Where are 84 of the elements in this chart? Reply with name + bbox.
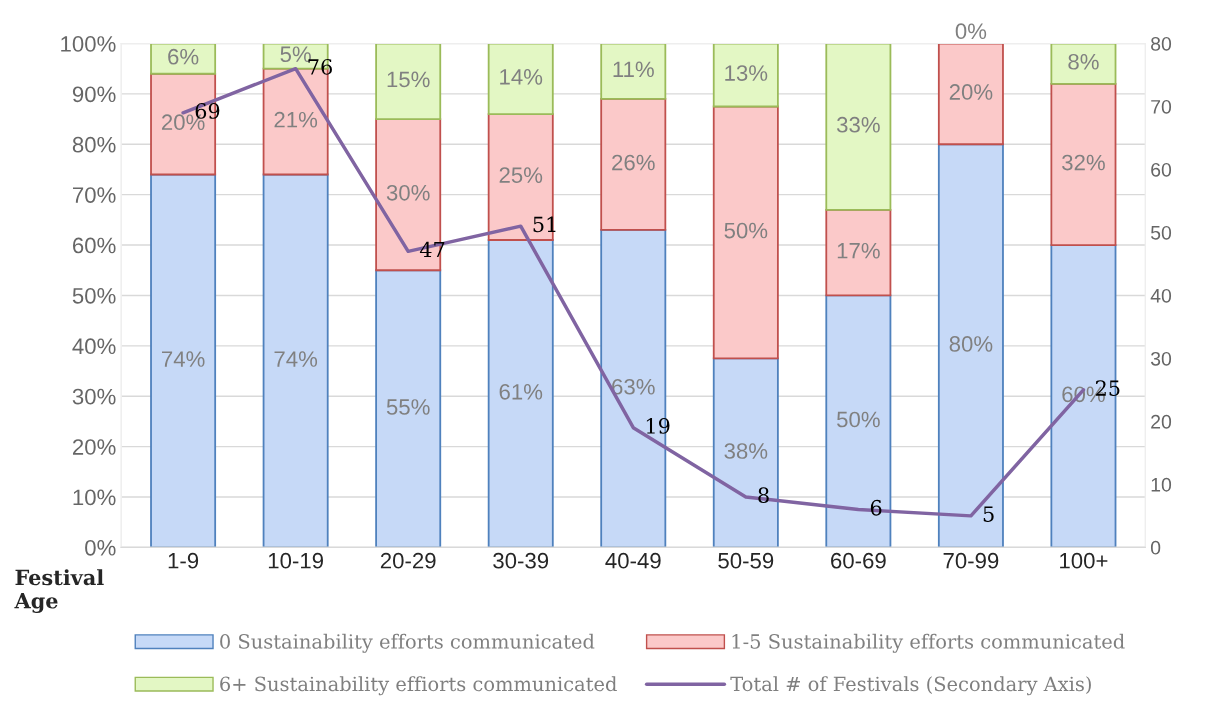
data-label: 25%	[499, 167, 543, 183]
data-label: 51	[533, 216, 556, 233]
y-tick-label: 80%	[72, 136, 116, 153]
data-label: 74%	[162, 351, 205, 367]
bar	[600, 43, 667, 100]
y-tick-label: 100%	[61, 36, 116, 52]
bar	[487, 239, 554, 548]
data-label: 55%	[386, 399, 430, 415]
data-label: 8	[758, 487, 769, 504]
data-label: 17%	[837, 242, 880, 259]
x-tick-label: 40-49	[605, 552, 661, 569]
bar	[1050, 82, 1117, 246]
legend-label: 6+ Sustainability effiorts communicated	[220, 676, 617, 696]
x-axis-title: Festival Age	[14, 569, 104, 613]
bar	[600, 98, 667, 231]
bar	[825, 294, 892, 548]
data-label: 74%	[274, 351, 318, 367]
y-tick-label: 40%	[72, 338, 116, 355]
data-label: 50%	[724, 222, 768, 239]
data-label: 47	[419, 241, 445, 258]
data-label: 20%	[949, 84, 993, 100]
data-label: 26%	[612, 154, 655, 171]
bar	[150, 43, 217, 75]
legend-label: 0 Sustainability efforts communicated	[220, 633, 595, 653]
y-tick-label: 30%	[72, 388, 116, 405]
bar	[937, 43, 1004, 146]
y2-tick-label: 70	[1151, 99, 1172, 114]
bar	[262, 173, 329, 548]
data-label: 15%	[387, 71, 430, 88]
y2-tick-label: 60	[1151, 162, 1172, 177]
data-label: 63%	[612, 378, 655, 395]
data-label: 21%	[274, 111, 318, 128]
data-label: 33%	[836, 116, 880, 133]
data-label: 8%	[1068, 53, 1099, 70]
x-tick-label: 100+	[1060, 552, 1108, 569]
x-tick-label: 20-29	[380, 552, 436, 569]
data-label: 5	[983, 506, 994, 522]
data-label: 6	[870, 499, 882, 516]
data-label: 61%	[499, 383, 543, 400]
x-tick-label: 1-9	[168, 552, 199, 569]
bar	[375, 269, 442, 548]
data-label: 13%	[725, 65, 768, 81]
y2-tick-label: 20	[1151, 414, 1172, 429]
bar	[712, 357, 779, 548]
x-tick-label: 70-99	[943, 552, 999, 569]
data-label: 38%	[724, 443, 768, 459]
x-tick-label: 10-19	[268, 552, 324, 569]
y-tick-label: 0%	[85, 539, 116, 556]
legend-label: 1-5 Sustainability efforts communicated	[732, 633, 1125, 653]
legend-label: Total # of Festivals (Secondary Axis)	[730, 676, 1091, 696]
data-label: 50%	[837, 411, 880, 428]
data-label: 30%	[386, 184, 430, 201]
bar	[487, 43, 554, 115]
bar	[937, 143, 1004, 548]
y-tick-label: 50%	[72, 287, 116, 304]
y-tick-label: 90%	[72, 86, 116, 103]
y2-tick-label: 80	[1151, 36, 1172, 51]
bar	[712, 43, 779, 108]
y-tick-label: 70%	[73, 187, 116, 203]
data-label: 32%	[1062, 154, 1105, 171]
y2-tick-label: 40	[1150, 288, 1172, 303]
bar	[825, 208, 892, 297]
bar	[1050, 43, 1117, 85]
y2-tick-label: 0	[1150, 540, 1161, 555]
y-tick-label: 10%	[73, 489, 116, 506]
x-tick-label: 30-39	[493, 552, 549, 569]
data-label: 11%	[613, 61, 654, 78]
data-label: 14%	[500, 69, 543, 85]
x-tick-label: 60-69	[831, 552, 886, 569]
y-tick-label: 20%	[72, 439, 116, 455]
bar	[712, 105, 779, 360]
x-tick-label: 50-59	[718, 552, 774, 569]
bar	[825, 43, 892, 211]
y-tick-label: 60%	[72, 237, 116, 254]
bar	[375, 43, 442, 120]
data-label: 0%	[955, 23, 987, 40]
y2-tick-label: 30	[1150, 351, 1172, 366]
y2-tick-label: 50	[1150, 225, 1172, 240]
bar	[487, 113, 554, 241]
data-label: 6%	[168, 48, 199, 65]
data-label: 80%	[949, 336, 993, 352]
bar	[150, 173, 217, 548]
y2-tick-label: 10	[1151, 477, 1172, 492]
data-label: 19	[646, 417, 670, 434]
